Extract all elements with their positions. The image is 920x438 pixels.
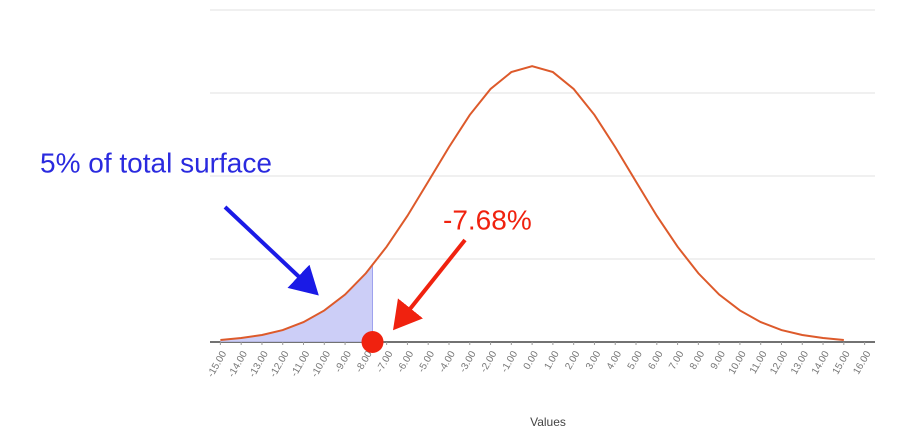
x-tick-label: 1.00 [543, 349, 562, 372]
area-arrow [223, 205, 319, 296]
x-tick-label: 0.00 [522, 349, 541, 372]
x-tick-label: 16.00 [851, 349, 873, 377]
x-tick-label: 14.00 [810, 349, 832, 377]
x-tick-label: -1.00 [499, 349, 520, 375]
x-axis-label: Values [530, 415, 566, 429]
x-tick-label: -12.00 [268, 349, 292, 379]
x-tick-label: -15.00 [206, 349, 230, 379]
x-tick-label: -6.00 [395, 349, 416, 375]
x-tick-label: 7.00 [667, 349, 686, 372]
x-tick-label: 11.00 [748, 349, 770, 376]
x-tick-label: 3.00 [584, 349, 603, 372]
x-tick-label: 15.00 [831, 349, 853, 377]
x-tick-label: -4.00 [437, 349, 458, 375]
threshold-label: -7.68% [443, 204, 532, 235]
x-tick-label: -7.00 [375, 349, 396, 375]
x-tick-label: 10.00 [727, 349, 749, 377]
x-tick-label: -14.00 [226, 349, 250, 379]
x-tick-label: 5.00 [626, 349, 645, 372]
x-tick-label: -5.00 [416, 349, 437, 375]
area-label: 5% of total surface [40, 147, 272, 178]
x-tick-label: 13.00 [789, 349, 811, 377]
x-tick-label: -10.00 [309, 349, 333, 379]
x-tick-label: 4.00 [605, 349, 624, 372]
x-tick-label: 8.00 [688, 349, 707, 372]
x-tick-label: -3.00 [458, 349, 479, 375]
x-tick-label: -2.00 [479, 349, 500, 375]
x-tick-label: 9.00 [709, 349, 728, 372]
curve [220, 65, 844, 342]
x-tick-label: -13.00 [247, 349, 271, 379]
x-tick-label: 6.00 [646, 349, 665, 372]
x-tick-label: 2.00 [563, 349, 582, 372]
x-tick-label: 12.00 [768, 349, 790, 377]
x-tick-label: -9.00 [333, 349, 354, 375]
threshold-arrow [393, 238, 467, 331]
threshold-dot [361, 331, 384, 353]
shaded-area [220, 264, 373, 342]
